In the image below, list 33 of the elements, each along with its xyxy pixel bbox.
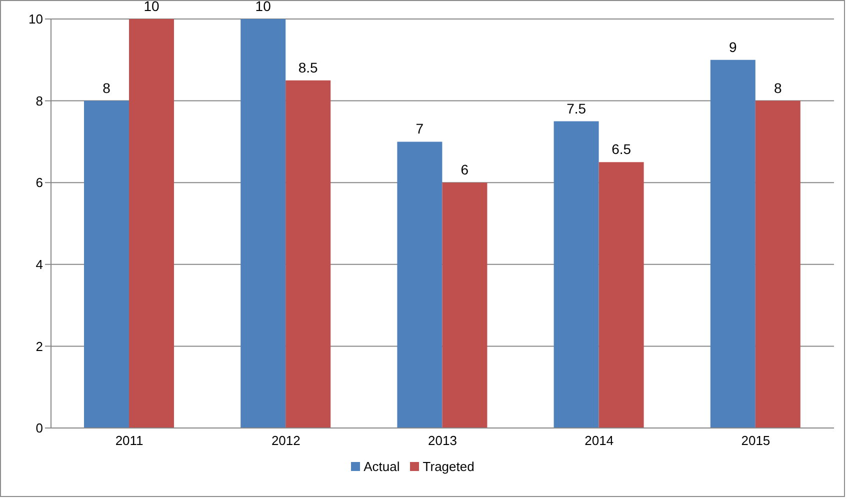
data-label: 8: [774, 80, 782, 96]
x-tick-label: 2012: [271, 433, 300, 448]
data-label: 8.5: [298, 59, 318, 76]
bar: [598, 162, 644, 428]
bar: [286, 80, 331, 428]
y-tick-label: 6: [36, 175, 43, 190]
bar: [755, 100, 800, 428]
data-label: 10: [255, 0, 272, 14]
data-label: 6: [460, 162, 469, 178]
bar: [710, 60, 756, 428]
bar: [240, 19, 286, 428]
legend-label: Trageted: [422, 459, 474, 474]
data-label: 10: [144, 0, 160, 14]
x-tick-label: 2015: [741, 433, 770, 448]
data-label: 8: [102, 80, 111, 96]
y-tick-label: 2: [36, 338, 43, 354]
bar: [442, 182, 488, 428]
y-tick-label: 0: [36, 420, 43, 436]
y-tick-label: 8: [36, 93, 43, 108]
y-tick-label: 4: [36, 257, 43, 272]
data-label: 9: [729, 38, 737, 55]
x-tick-label: 2014: [584, 433, 614, 448]
data-label: 6.5: [612, 141, 632, 158]
bar: [397, 142, 442, 428]
y-tick-label: 10: [28, 12, 43, 27]
x-tick-label: 2011: [115, 433, 144, 448]
data-label: 7.5: [566, 100, 586, 116]
bar: [129, 19, 174, 428]
legend-label: Actual: [364, 459, 400, 474]
bar: [554, 121, 599, 428]
bar: [84, 100, 129, 428]
x-tick-label: 2013: [428, 433, 457, 448]
data-label: 7: [416, 120, 424, 137]
